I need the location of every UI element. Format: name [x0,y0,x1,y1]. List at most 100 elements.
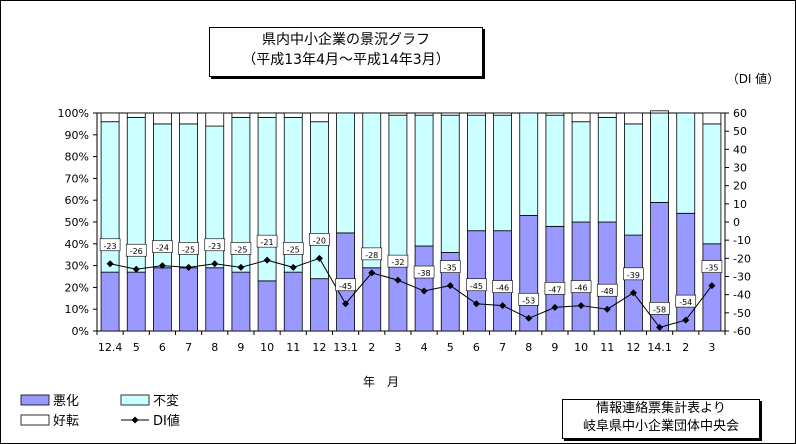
bar-segment-unchanged [388,114,408,260]
bar-segment-worse [519,215,539,332]
di-data-label: -58 [653,305,666,314]
right-axis-tick-label: 0 [733,216,740,229]
di-point [185,263,193,271]
di-label-box [230,242,252,255]
di-data-label: -45 [470,282,483,291]
left-axis-tick-label: 80% [65,151,89,164]
di-data-label: -46 [575,284,588,293]
di-label-box [439,260,461,273]
di-data-label: -23 [104,242,117,251]
di-point [472,300,480,308]
bar-segment-worse [231,271,251,332]
di-data-label: -39 [627,271,640,280]
di-label-box [361,247,383,261]
di-data-label: -45 [339,282,352,291]
x-axis-tick-label: 11 [600,341,614,354]
bar-segment-better [440,112,460,116]
legend-better-swatch [20,414,50,426]
x-axis-tick-label: 9 [551,341,558,354]
di-point [708,282,716,290]
di-point [551,303,559,311]
di-label-box [125,243,147,257]
right-axis-tick-label: 20 [733,180,747,193]
x-axis-tick-label: 13.1 [333,341,358,354]
bar-segment-unchanged [257,116,277,282]
di-data-label: -20 [313,236,326,245]
bar-segment-better [257,112,277,118]
x-axis-tick-label: 12 [626,341,640,354]
bar-segment-worse [597,221,617,332]
bar-segment-better [100,112,120,123]
x-axis-tick-label: 11 [286,341,300,354]
legend-di-label: DI値 [153,413,180,429]
bar-segment-worse [153,267,172,332]
di-label-box [466,278,487,292]
x-axis-tick-label: 9 [237,341,244,354]
di-data-label: -32 [391,258,404,267]
di-label-box [413,265,435,279]
bar-segment-worse [179,267,198,332]
di-point [342,300,350,308]
di-point [525,314,533,322]
di-data-label: -25 [182,245,195,254]
di-label-box [387,254,409,268]
right-axis-tick-label: 40 [733,143,747,156]
bar-segment-better [545,112,565,116]
di-label-box [570,280,592,293]
x-axis-tick-label: 5 [133,341,140,354]
x-axis-tick-label: 7 [499,341,506,354]
di-label-box [178,242,199,255]
bar-segment-better [153,112,172,125]
bar-segment-unchanged [545,114,565,227]
x-axis-tick-label: 3 [394,341,401,354]
bar-segment-worse [362,267,382,332]
di-point [577,302,585,310]
x-axis-tick-label: 5 [447,341,454,354]
bar-segment-better [624,112,643,125]
di-point [289,263,297,271]
bar-segment-worse [310,278,329,332]
right-axis-tick-label: -50 [733,307,751,320]
legend-unchanged-label: 不変 [153,393,179,409]
legend-worse-swatch [20,394,50,406]
bar-segment-unchanged [650,112,669,203]
right-axis-title: （DI 値） [727,71,780,86]
bar-segment-worse [283,271,303,332]
di-point [132,265,140,273]
right-axis-tick-label: -10 [733,234,751,247]
di-label-box [649,302,670,315]
left-axis-tick-label: 30% [65,260,89,273]
chart-title: 県内中小企業の景況グラフ [262,32,430,48]
right-axis-tick-label: 30 [733,162,747,175]
bar-segment-unchanged [440,114,460,253]
bar-segment-worse [388,258,408,332]
di-point [499,302,507,310]
bar-segment-better [414,112,434,116]
di-label-box [518,292,540,306]
bar-segment-better [388,112,408,116]
bar-segment-worse [205,267,225,332]
bar-segment-unchanged [597,116,617,223]
bar-segment-better [702,112,722,125]
x-axis-tick-label: 4 [421,341,428,354]
x-axis-tick-label: 7 [185,341,192,354]
bar-segment-worse [676,212,696,332]
di-data-label: -25 [234,245,247,254]
bar-segment-better [467,112,486,116]
bar-segment-unchanged [702,123,722,245]
di-point [368,269,376,277]
left-axis-tick-label: 20% [65,281,89,294]
di-point [158,262,166,270]
di-data-label: -26 [130,247,143,256]
bar-segment-better [597,112,617,118]
bar-segment-unchanged [676,112,696,214]
bar-segment-better [493,112,512,116]
di-label-box [623,267,644,281]
di-label-box [152,240,173,253]
bar-segment-unchanged [414,114,434,247]
di-point [420,287,428,295]
legend-worse-label: 悪化 [53,394,79,409]
di-point [315,254,323,262]
x-axis-tick-label: 10 [260,341,274,354]
di-label-box [701,260,723,273]
